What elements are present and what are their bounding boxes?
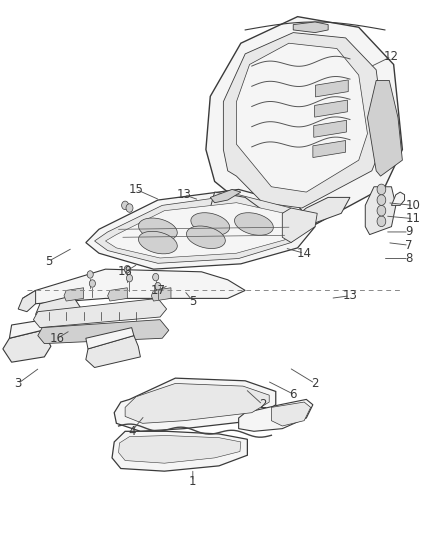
- Polygon shape: [33, 298, 166, 328]
- Text: 14: 14: [297, 247, 312, 260]
- Text: 8: 8: [405, 252, 413, 265]
- Polygon shape: [315, 80, 348, 97]
- Polygon shape: [272, 402, 311, 426]
- Circle shape: [122, 201, 129, 209]
- Polygon shape: [367, 80, 403, 176]
- Polygon shape: [125, 383, 269, 423]
- Polygon shape: [210, 192, 276, 229]
- Polygon shape: [10, 320, 44, 338]
- Polygon shape: [210, 189, 241, 203]
- Ellipse shape: [138, 218, 177, 240]
- Polygon shape: [239, 399, 313, 431]
- Polygon shape: [22, 269, 245, 304]
- Circle shape: [377, 205, 386, 216]
- Text: 16: 16: [50, 332, 65, 345]
- Polygon shape: [314, 120, 346, 138]
- Polygon shape: [293, 22, 328, 33]
- Polygon shape: [106, 203, 297, 258]
- Circle shape: [124, 265, 131, 273]
- Text: 1: 1: [189, 475, 197, 488]
- Circle shape: [377, 195, 386, 205]
- Polygon shape: [313, 141, 346, 158]
- Polygon shape: [283, 208, 317, 243]
- Polygon shape: [112, 431, 247, 471]
- Polygon shape: [95, 195, 306, 263]
- Circle shape: [126, 204, 133, 212]
- Polygon shape: [119, 435, 241, 463]
- Text: 17: 17: [150, 284, 166, 297]
- Polygon shape: [206, 17, 403, 229]
- Text: 2: 2: [311, 377, 319, 390]
- Text: 7: 7: [405, 239, 413, 252]
- Text: 13: 13: [343, 289, 357, 302]
- Text: 6: 6: [290, 387, 297, 401]
- Polygon shape: [3, 330, 51, 362]
- Polygon shape: [108, 288, 127, 301]
- Polygon shape: [151, 288, 171, 301]
- Text: 2: 2: [259, 398, 266, 411]
- Ellipse shape: [138, 231, 177, 254]
- Text: 15: 15: [129, 183, 144, 196]
- Polygon shape: [223, 33, 385, 208]
- Circle shape: [152, 273, 159, 281]
- Circle shape: [377, 216, 386, 227]
- Polygon shape: [18, 290, 35, 312]
- Polygon shape: [293, 197, 350, 229]
- Polygon shape: [35, 296, 81, 322]
- Polygon shape: [86, 336, 141, 368]
- Polygon shape: [114, 378, 276, 431]
- Polygon shape: [86, 189, 315, 269]
- Circle shape: [87, 271, 93, 278]
- Polygon shape: [38, 320, 169, 344]
- Text: 11: 11: [406, 212, 421, 225]
- Text: 13: 13: [177, 188, 191, 201]
- Polygon shape: [64, 288, 84, 301]
- Text: 9: 9: [405, 225, 413, 238]
- Polygon shape: [365, 187, 396, 235]
- Ellipse shape: [191, 213, 230, 235]
- Ellipse shape: [187, 226, 225, 248]
- Text: 3: 3: [14, 377, 22, 390]
- Circle shape: [89, 280, 95, 287]
- Text: 18: 18: [118, 265, 133, 278]
- Polygon shape: [314, 100, 347, 117]
- Circle shape: [377, 184, 386, 195]
- Text: 5: 5: [45, 255, 53, 268]
- Circle shape: [155, 282, 161, 290]
- Polygon shape: [86, 328, 134, 349]
- Polygon shape: [237, 43, 367, 192]
- Text: 5: 5: [189, 295, 197, 308]
- Ellipse shape: [234, 213, 273, 235]
- Text: 4: 4: [128, 425, 135, 438]
- Circle shape: [127, 274, 133, 282]
- Text: 12: 12: [384, 50, 399, 63]
- Text: 10: 10: [406, 199, 421, 212]
- Polygon shape: [392, 192, 405, 205]
